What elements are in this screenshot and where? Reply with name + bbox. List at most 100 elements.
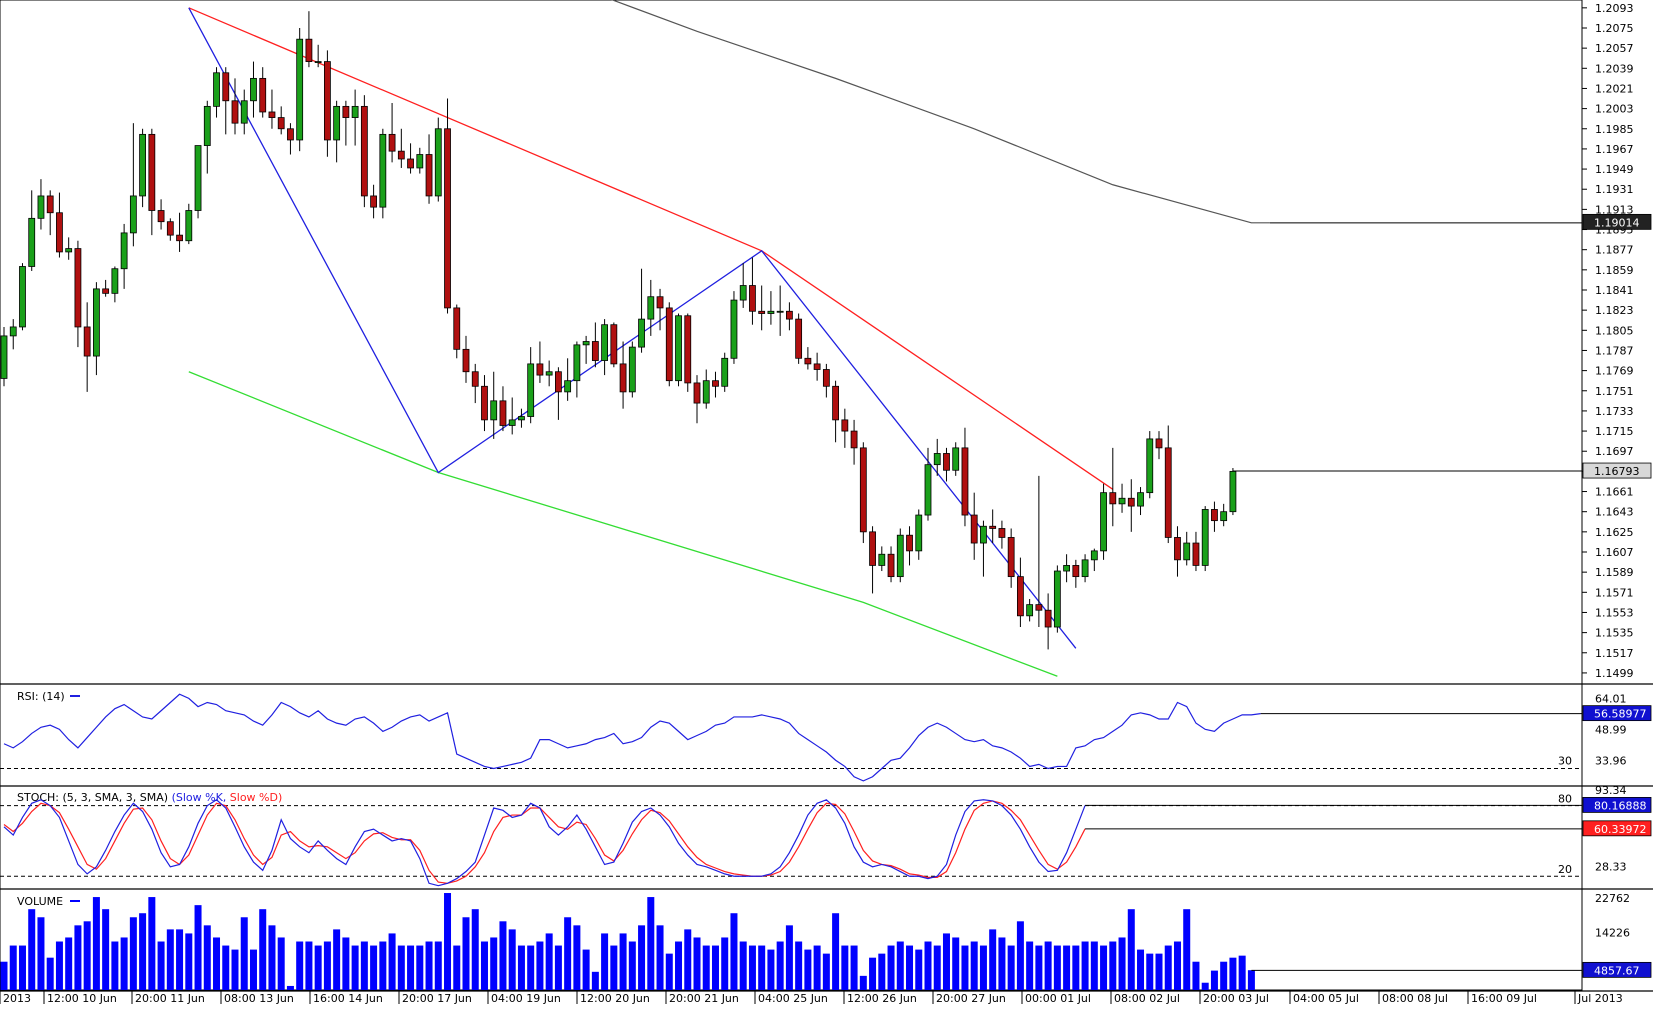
candle <box>323 50 331 157</box>
volume-bar <box>739 941 747 990</box>
candle-body-bull <box>120 232 128 270</box>
volume-bar <box>157 941 165 990</box>
time-tick-label: 04:00 19 Jun <box>491 992 561 1005</box>
candle-body-bull <box>739 285 747 301</box>
volume-bar <box>656 925 664 990</box>
candle-body-bull <box>93 288 100 357</box>
candle-body-bull <box>37 195 45 219</box>
volume-bar <box>1127 909 1135 990</box>
candle <box>1146 431 1154 499</box>
candle <box>610 322 618 368</box>
candle <box>675 313 682 387</box>
candle <box>46 190 54 236</box>
stoch-panel[interactable]: STOCH: (5, 3, SMA, 3, SMA) (Slow %K, Slo… <box>0 791 1582 887</box>
volume-bar <box>351 945 359 990</box>
candle <box>545 360 553 387</box>
candle <box>1035 475 1043 628</box>
volume-bar <box>407 945 415 990</box>
volume-bar <box>1164 945 1172 990</box>
candle-body-bull <box>379 133 387 208</box>
volume-bar <box>1173 941 1181 990</box>
candle <box>176 212 183 252</box>
rsi-title: RSI: (14) <box>17 690 65 703</box>
rsi-panel[interactable]: RSI: (14) 30 <box>0 690 1582 782</box>
candle <box>471 363 479 404</box>
candle-body-bear <box>1044 609 1052 628</box>
candle-body-bull <box>508 419 516 426</box>
candle-body-bull <box>203 105 211 146</box>
candle-body-bear <box>1007 537 1015 578</box>
time-tick-label: 16:00 09 Jul <box>1471 992 1537 1005</box>
candle-body-bear <box>166 221 174 236</box>
candle <box>453 304 461 359</box>
candle <box>444 98 451 314</box>
candle <box>906 526 913 566</box>
volume-bar <box>582 949 590 990</box>
candle-body-bull <box>638 318 645 348</box>
candle-body-bear <box>370 195 378 208</box>
candle-body-bear <box>102 288 110 294</box>
candle-body-bull <box>896 534 904 578</box>
volume-bar <box>601 933 609 990</box>
volume-bar <box>249 949 257 990</box>
candle <box>804 347 812 370</box>
volume-bar <box>1118 937 1126 990</box>
volume-bar <box>536 941 544 990</box>
volume-bar <box>859 975 867 990</box>
volume-bar <box>296 941 304 990</box>
candle-body-bear <box>277 117 285 130</box>
volume-bar <box>1238 955 1246 990</box>
volume-bar <box>305 941 313 990</box>
candle-body-bear <box>323 61 331 141</box>
stoch-title-params: STOCH: (5, 3, SMA, 3, SMA) <box>17 791 172 804</box>
candle-body-bear <box>712 380 719 387</box>
volume-bar <box>37 917 45 990</box>
candle <box>1081 554 1089 583</box>
stoch-level-top-label: 80 <box>1558 793 1572 806</box>
volume-bar <box>1247 970 1255 990</box>
stoch-d-current-label: 60.33972 <box>1594 823 1647 836</box>
price-panel[interactable] <box>0 0 1582 677</box>
candle-body-bull <box>1220 511 1228 522</box>
candle <box>37 179 45 230</box>
volume-bar <box>795 941 803 990</box>
candle-body-bear <box>425 154 433 197</box>
candle <box>869 526 876 594</box>
volume-panel[interactable]: VOLUME <box>0 893 1583 990</box>
candle <box>508 397 516 435</box>
volume-bar <box>647 897 655 990</box>
volume-bar <box>684 929 692 990</box>
candle-body-bull <box>250 77 257 102</box>
candle <box>1183 531 1191 566</box>
candle-body-bull <box>1081 559 1089 578</box>
candle-body-bear <box>1109 492 1117 505</box>
price-tick-label: 1.1715 <box>1595 425 1634 438</box>
volume-bar <box>1100 945 1108 990</box>
volume-bar <box>74 925 82 990</box>
candle <box>259 67 267 118</box>
candle <box>240 89 248 135</box>
candle <box>758 285 766 331</box>
candle-body-bear <box>804 357 812 365</box>
volume-bar <box>120 937 128 990</box>
candle-body-bear <box>795 318 803 359</box>
volume-bar <box>323 941 331 990</box>
volume-bar <box>1044 941 1052 990</box>
volume-bar <box>804 949 812 990</box>
volume-bar <box>129 917 137 990</box>
volume-bar <box>397 945 405 990</box>
candle <box>693 375 701 424</box>
volume-bar <box>785 925 793 990</box>
time-tick-label: Jul 2013 <box>1577 992 1623 1005</box>
candle-body-bull <box>1137 492 1144 507</box>
volume-bar <box>148 897 156 990</box>
candle <box>213 67 220 118</box>
candle-body-bull <box>434 128 442 197</box>
candle <box>194 145 202 219</box>
candle-body-bull <box>628 346 636 393</box>
volume-bar <box>28 909 36 990</box>
candle-body-bear <box>46 195 54 214</box>
candle-body-bear <box>1072 565 1080 578</box>
